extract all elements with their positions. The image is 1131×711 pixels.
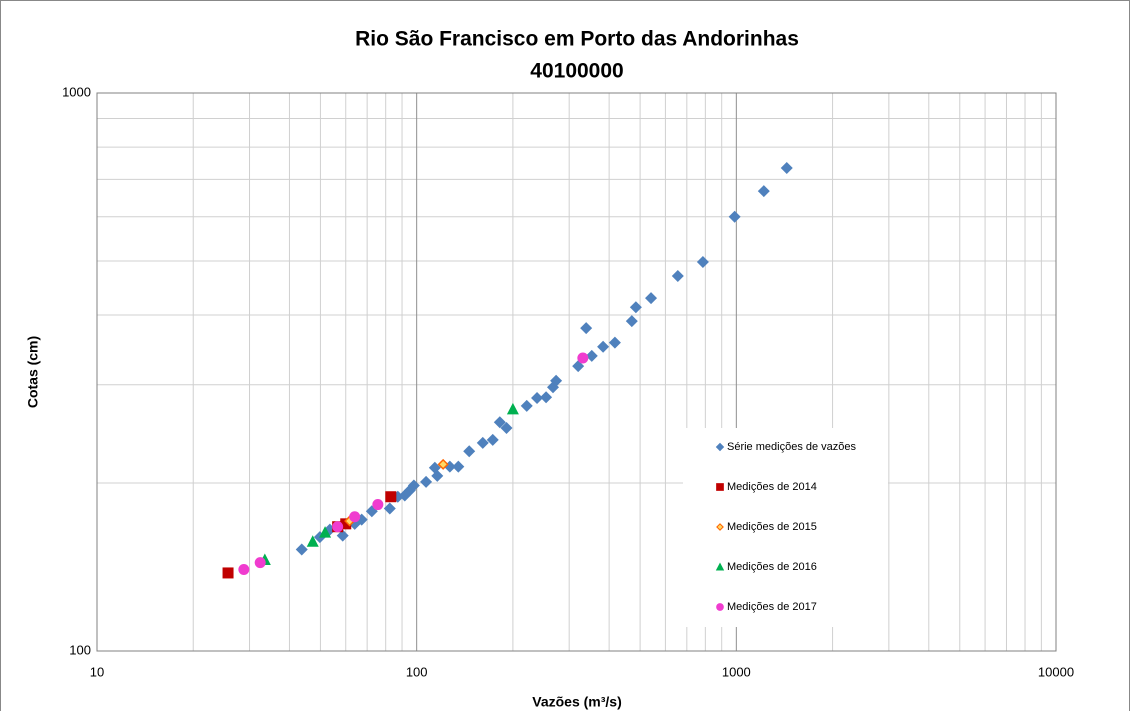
point (493, 416, 506, 429)
legend-label: Medições de 2014 (727, 481, 817, 493)
legend-marker (715, 562, 725, 571)
point (696, 255, 709, 268)
x-axis-label: Vazões (m³/s) (532, 694, 621, 710)
point (486, 433, 499, 446)
point (540, 391, 553, 404)
point (437, 458, 449, 470)
point (580, 322, 593, 335)
point (238, 563, 250, 575)
legend-label: Medições de 2016 (727, 561, 817, 573)
point (550, 374, 563, 387)
point (336, 529, 349, 542)
legend-marker (716, 523, 724, 531)
chart-subtitle: 40100000 (530, 60, 623, 83)
x-tick-label: 10000 (1038, 664, 1074, 679)
legend-label: Medições de 2017 (727, 601, 817, 613)
point (372, 499, 384, 511)
point (254, 557, 266, 569)
point (385, 491, 397, 503)
point (531, 392, 544, 405)
y-tick-label: 100 (69, 642, 91, 657)
point (757, 185, 770, 198)
point (476, 436, 489, 449)
legend-marker (715, 442, 725, 452)
point (319, 526, 332, 538)
point (295, 543, 308, 556)
point (428, 461, 441, 474)
y-axis-label: Cotas (cm) (25, 336, 41, 408)
x-tick-label: 10 (90, 664, 104, 679)
point (420, 475, 433, 488)
point (645, 292, 658, 305)
legend-marker (716, 483, 724, 491)
chart-title: Rio São Francisco em Porto das Andorinha… (355, 28, 799, 51)
point (608, 336, 621, 349)
point (577, 352, 589, 364)
y-tick-label: 1000 (62, 84, 91, 99)
point (585, 349, 598, 362)
point (625, 315, 638, 328)
point (500, 421, 513, 434)
point (780, 161, 793, 174)
x-tick-label: 100 (406, 664, 428, 679)
plot-area (97, 93, 1056, 651)
point (728, 210, 741, 223)
point (306, 535, 319, 547)
point (629, 301, 642, 314)
point (463, 445, 476, 458)
point (222, 567, 234, 579)
x-tick-label: 1000 (722, 664, 751, 679)
point (383, 502, 396, 515)
point (597, 340, 610, 353)
plot-border (96, 92, 1057, 652)
point (340, 518, 352, 530)
point (349, 511, 361, 523)
legend-label: Série medições de vazões (727, 441, 857, 453)
point (520, 399, 533, 412)
point (671, 269, 684, 282)
legend-marker (716, 603, 724, 611)
point (506, 402, 519, 415)
point (452, 460, 465, 473)
point (407, 479, 420, 492)
point (332, 521, 344, 533)
legend-label: Medições de 2015 (727, 521, 817, 533)
